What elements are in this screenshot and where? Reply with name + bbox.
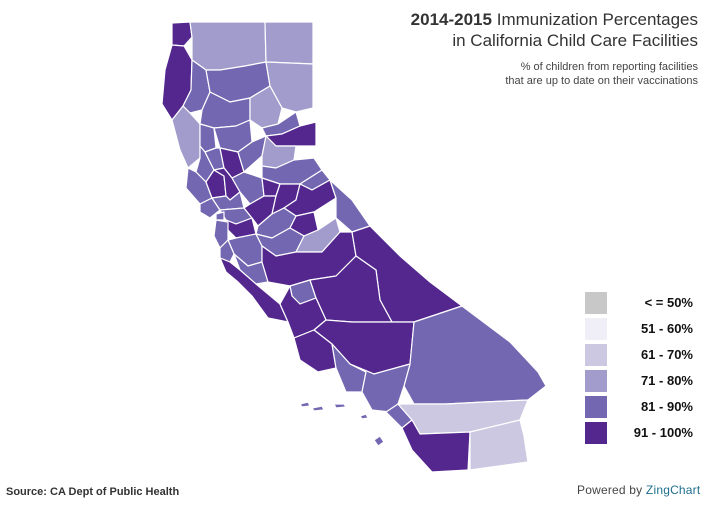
legend-item-3[interactable]: 71 - 80% (585, 370, 715, 394)
title-line-1: 2014-2015 Immunization Percentages (411, 9, 698, 30)
legend-item-1[interactable]: 51 - 60% (585, 318, 715, 342)
title-line-2: in California Child Care Facilities (452, 31, 698, 50)
legend-label: 91 - 100% (633, 425, 693, 440)
county-santa-cruz[interactable] (219, 239, 235, 263)
legend-label: < = 50% (644, 295, 693, 310)
county-san-diego[interactable] (401, 419, 471, 473)
legend-swatch (585, 422, 607, 444)
legend-label: 51 - 60% (640, 321, 693, 336)
legend-swatch (585, 344, 607, 366)
county-siskiyou[interactable] (189, 21, 267, 71)
county-san-francisco[interactable] (215, 211, 225, 221)
legend-item-4[interactable]: 81 - 90% (585, 396, 715, 420)
subtitle-line-2: that are up to date on their vaccination… (505, 75, 698, 87)
legend-item-5[interactable]: 91 - 100% (585, 422, 715, 446)
legend-label: 81 - 90% (640, 399, 693, 414)
map-subtitle: % of children from reporting facilities … (505, 60, 698, 88)
county-del-norte[interactable] (171, 21, 193, 47)
legend-item-2[interactable]: 61 - 70% (585, 344, 715, 368)
legend-swatch (585, 396, 607, 418)
county-san-luis-obispo[interactable] (279, 285, 327, 339)
legend: < = 50% 51 - 60% 61 - 70% 71 - 80% 81 - … (585, 292, 715, 448)
county-santa-clara[interactable] (227, 233, 263, 267)
powered-by-prefix: Powered by (577, 483, 643, 497)
channel-island-3[interactable] (333, 403, 347, 409)
legend-label: 71 - 80% (640, 373, 693, 388)
channel-island-1[interactable] (299, 401, 311, 408)
legend-swatch (585, 318, 607, 340)
county-imperial[interactable] (469, 419, 529, 471)
county-modoc[interactable] (264, 21, 314, 65)
legend-label: 61 - 70% (640, 347, 693, 362)
county-mendocino[interactable] (171, 105, 201, 169)
legend-swatch (585, 292, 607, 314)
legend-swatch (585, 370, 607, 392)
source-note: Source: CA Dept of Public Health (6, 486, 180, 498)
channel-island-2[interactable] (311, 405, 325, 412)
title-line-1-rest: Immunization Percentages (496, 10, 698, 29)
channel-island-5[interactable] (373, 435, 385, 447)
title-year: 2014-2015 (410, 10, 492, 29)
subtitle-line-1: % of children from reporting facilities (520, 61, 698, 73)
county-san-bernardino[interactable] (403, 305, 547, 405)
zingchart-brand[interactable]: ZingChart (645, 483, 701, 497)
channel-island-4[interactable] (359, 413, 369, 420)
map-title: 2014-2015 Immunization Percentages in Ca… (411, 9, 698, 51)
legend-item-0[interactable]: < = 50% (585, 292, 715, 316)
powered-by-credit[interactable]: Powered by ZingChart (577, 483, 700, 497)
